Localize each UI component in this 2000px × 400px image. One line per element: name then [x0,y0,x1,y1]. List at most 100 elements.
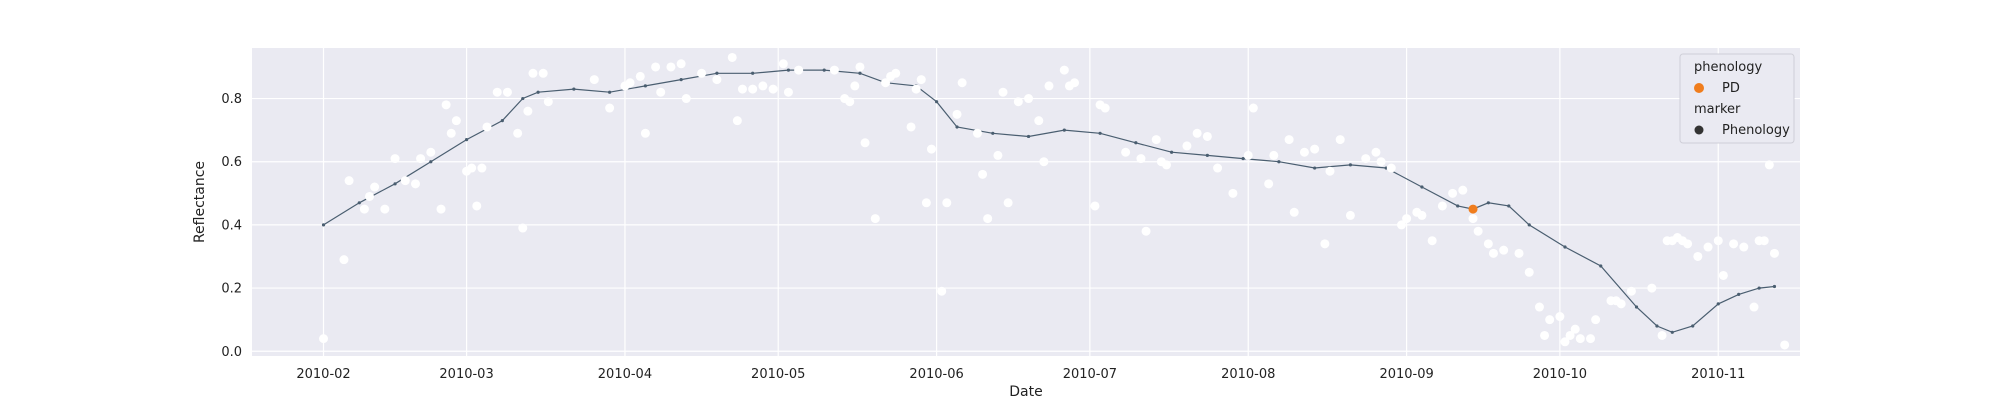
observation-point [978,169,988,179]
observation-point [1473,226,1483,236]
observation-point [1427,236,1437,246]
observation-point [589,75,599,85]
observation-point [1764,160,1774,170]
x-tick-label: 2010-06 [909,367,963,382]
curve-point [1486,201,1490,205]
observation-point [1468,214,1478,224]
legend-label-pd: PD [1722,81,1740,96]
observation-point [651,62,661,72]
observation-point [492,87,502,97]
observation-point [1729,239,1739,249]
observation-point [523,106,533,116]
observation-point [697,68,707,78]
observation-point [1013,97,1023,107]
observation-point [1034,116,1044,126]
observation-point [467,163,477,173]
observation-point [365,191,375,201]
observation-point [911,84,921,94]
curve-point [1241,156,1245,161]
observation-point [1545,315,1555,325]
observation-point [1335,135,1345,145]
observation-point [1586,334,1596,344]
legend: phenology PD marker Phenology [1679,53,1795,144]
observation-point [926,144,936,154]
observation-point [1448,188,1458,198]
observation-point [983,214,993,224]
curve-point [464,138,469,142]
observation-point [1402,214,1412,224]
observation-point [1345,210,1355,220]
observation-point [482,122,492,132]
observation-point [993,150,1003,160]
observation-point [1284,135,1294,145]
y-tick-label: 0.4 [221,218,242,233]
curve-point [429,160,433,164]
observation-point [758,81,768,91]
observation-point [1202,131,1212,141]
observation-point [1703,242,1713,252]
observation-point [370,182,380,192]
observation-point [783,87,793,97]
observation-point [513,128,523,138]
legend-marker-pd [1694,83,1704,93]
observation-point [1320,239,1330,249]
legend-marker-phenology [1694,125,1704,135]
x-tick-label: 2010-08 [1221,367,1275,382]
observation-point [748,84,758,94]
observation-point [1024,94,1034,104]
x-tick-label: 2010-10 [1533,367,1587,382]
curve-point [1670,330,1674,334]
points-layer [319,52,1790,350]
curve-point [1655,324,1659,328]
curve-point [1599,264,1603,268]
observation-point [1310,144,1320,154]
observation-point [625,78,635,88]
observation-point [1299,147,1309,157]
curve-point [536,90,540,94]
observation-point [640,128,650,138]
observation-point [1161,160,1171,170]
observation-point [1003,198,1013,208]
curve-point [1277,160,1281,164]
observation-point [1514,248,1524,258]
observation-point [451,116,461,126]
observation-point [1213,163,1223,173]
observation-point [737,84,747,94]
observation-point [1243,150,1253,160]
observation-point [732,116,742,126]
observation-point [1417,210,1427,220]
x-tick-label: 2010-02 [296,367,350,382]
observation-point [390,154,400,164]
observation-point [1657,330,1667,340]
curve-point [786,68,791,72]
observation-point [860,138,870,148]
observation-point [426,147,436,157]
observation-point [1386,163,1396,173]
observation-point [942,198,952,208]
curve-point [1026,134,1031,139]
observation-point [359,204,369,214]
observation-point [666,62,676,72]
observation-point [1371,147,1381,157]
observation-point [829,65,839,75]
observation-point [1739,242,1749,252]
observation-point [1540,330,1550,340]
curve-point [1313,166,1317,170]
observation-point [410,179,420,189]
curve-point [1134,141,1138,145]
observation-point [1228,188,1238,198]
ticks-layer: 2010-02 2010-03 2010-04 2010-05 2010-06 2010-… [221,92,1745,382]
curve-point [572,87,576,91]
observation-point [891,68,901,78]
observation-point [1059,65,1069,75]
observation-point [1269,150,1279,160]
observation-point [543,97,553,107]
observation-point [635,71,645,81]
observation-point [319,334,329,344]
curve-point [955,125,959,129]
observation-point [441,100,451,110]
observation-point [1718,270,1728,280]
y-tick-label: 0.6 [221,155,242,170]
observation-point [998,87,1008,97]
